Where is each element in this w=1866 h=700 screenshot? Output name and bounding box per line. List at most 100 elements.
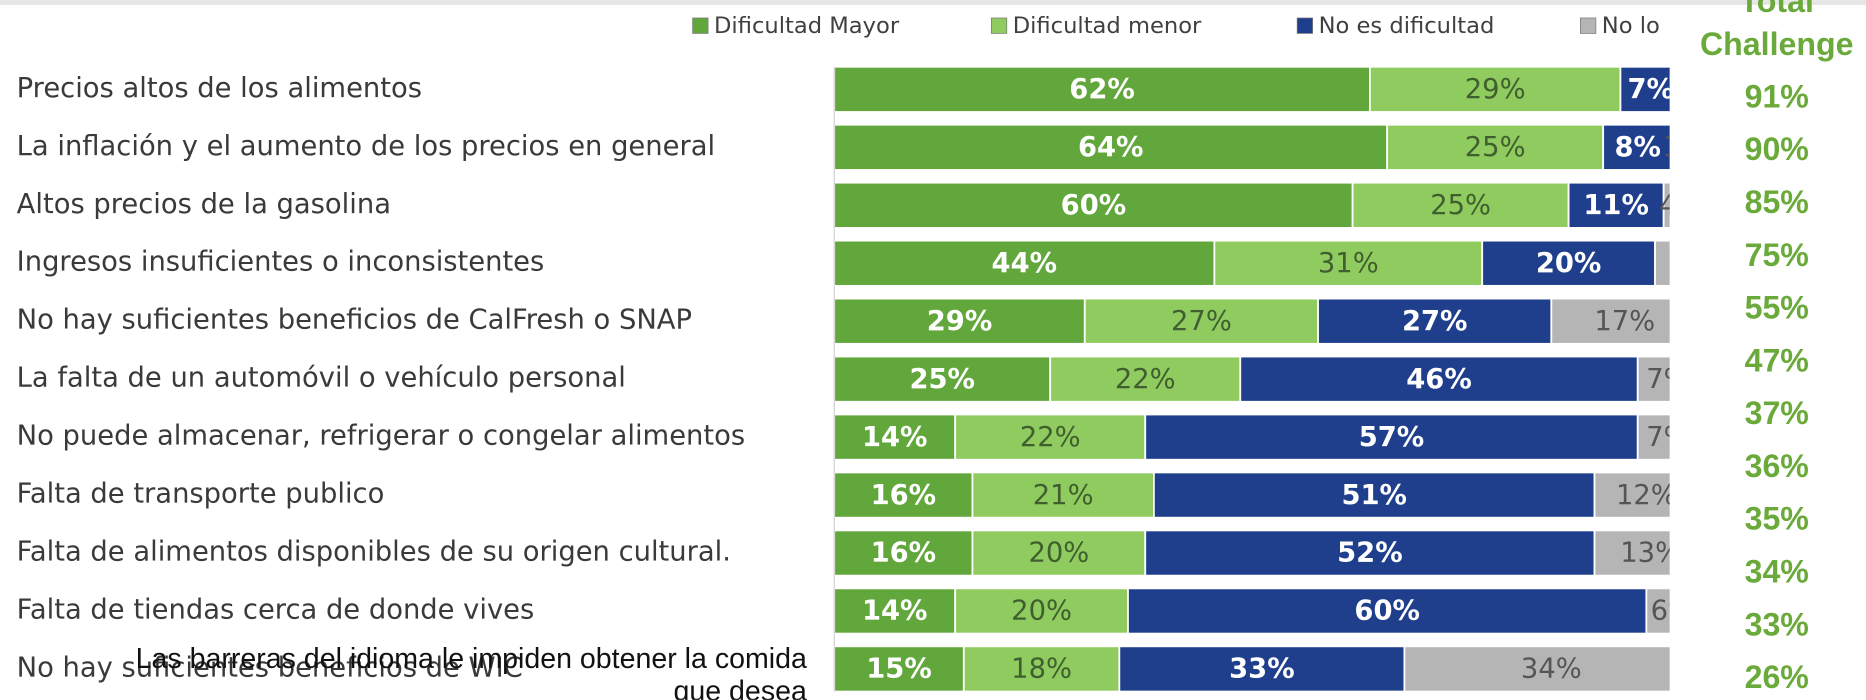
- bar-label: 25%: [1430, 190, 1491, 221]
- bar-segment: [1368, 65, 1622, 113]
- bar-segment: [1481, 239, 1656, 287]
- bar-label: 29%: [927, 306, 993, 337]
- bar-segment: [1153, 471, 1596, 519]
- bar-segment: [1593, 529, 1670, 577]
- total-value: 34%: [1745, 554, 1809, 590]
- bar-segment: [1602, 123, 1670, 171]
- total-value: 37%: [1745, 395, 1809, 431]
- bar-segment: [1239, 355, 1639, 403]
- bar-label: 62%: [1069, 74, 1135, 105]
- bar-label: 7%: [1627, 74, 1673, 105]
- total-value: 91%: [1745, 78, 1809, 114]
- bar-segment: [833, 297, 1086, 345]
- total-value: 35%: [1745, 501, 1809, 537]
- bar-segment: [1118, 645, 1406, 693]
- legend-swatch: [1296, 17, 1313, 34]
- bar-label: 14%: [862, 596, 928, 627]
- bar-segment: [1386, 123, 1605, 171]
- bar-label: 27%: [1171, 306, 1232, 337]
- bar-segment: [1672, 125, 1698, 170]
- bar-label: 20%: [1011, 596, 1072, 627]
- legend-label: No es dificultad: [1319, 13, 1495, 39]
- bar-label: 11%: [1583, 190, 1649, 221]
- bar-label: 46%: [1406, 364, 1472, 395]
- bar-label: 6%: [1651, 596, 1694, 627]
- bar-label: 60%: [1354, 596, 1420, 627]
- bar-label: 7%: [1646, 422, 1689, 453]
- legend-swatch: [1580, 17, 1597, 34]
- category-label: La inflación y el aumento de los precios…: [17, 131, 715, 162]
- category-label: Altos precios de la gasolina: [17, 189, 391, 220]
- bar-label: 13%: [1620, 538, 1681, 569]
- bar-label: 12%: [1616, 480, 1677, 511]
- bar-label: 25%: [1465, 132, 1526, 163]
- bar-label: 25%: [909, 364, 975, 395]
- bar-label: 16%: [871, 480, 937, 511]
- bar-label: 22%: [1020, 422, 1081, 453]
- total-value: 55%: [1745, 290, 1809, 326]
- bar-segment: [833, 239, 1216, 287]
- bar-label: 60%: [1061, 190, 1127, 221]
- bar-segment: [833, 471, 974, 519]
- bar-segment: [1654, 239, 1670, 287]
- bar-segment: [1593, 471, 1670, 519]
- bar-label: 22%: [1115, 364, 1176, 395]
- bar-label: 3%: [1664, 132, 1707, 163]
- bar-segment: [1083, 297, 1319, 345]
- bar-label: 17%: [1594, 306, 1655, 337]
- category-label: No hay suficientes beneficios de WIC: [17, 652, 523, 683]
- bar-segment: [971, 529, 1147, 577]
- bar-segment: [1645, 587, 1670, 635]
- bar-segment: [1681, 67, 1698, 112]
- annotation: Las barreras del idioma le impiden obten…: [136, 643, 807, 675]
- bar-label: 18%: [1011, 654, 1072, 685]
- bar-label: 29%: [1465, 74, 1526, 105]
- legend-label: Dificultad Mayor: [714, 13, 900, 39]
- bar-segment: [1550, 297, 1670, 345]
- totals-title: Total: [1740, 0, 1814, 19]
- bar-segment: [1619, 65, 1670, 113]
- bar-segment: [954, 413, 1147, 461]
- bar-label: 4%: [1659, 190, 1702, 221]
- bar-segment: [1127, 587, 1648, 635]
- legend-label: No lo: [1602, 13, 1660, 39]
- legend-label: Dificultad menor: [1013, 13, 1202, 39]
- bar-label: 31%: [1318, 248, 1379, 279]
- bar-segment: [1567, 181, 1665, 229]
- bar-label: 16%: [871, 538, 937, 569]
- total-value: 26%: [1745, 659, 1809, 695]
- bar-label: 7%: [1646, 364, 1689, 395]
- bar-label: 52%: [1337, 538, 1403, 569]
- total-value: 85%: [1745, 184, 1809, 220]
- category-label: Falta de tiendas cerca de donde vives: [17, 594, 535, 625]
- top-strip: [0, 0, 1866, 5]
- bar-segment: [833, 123, 1389, 171]
- bar-segment: [1636, 413, 1670, 461]
- category-label: No puede almacenar, refrigerar o congela…: [17, 421, 745, 452]
- category-label: Ingresos insuficientes o inconsistentes: [17, 247, 545, 278]
- bar-segment: [1662, 181, 1670, 229]
- bar-segment: [1636, 355, 1670, 403]
- bar-label: 20%: [1028, 538, 1089, 569]
- total-value: 36%: [1745, 448, 1809, 484]
- bar-label: 64%: [1078, 132, 1144, 163]
- total-value: 75%: [1745, 237, 1809, 273]
- bar-label: 8%: [1614, 132, 1660, 163]
- annotation: que desea: [674, 675, 807, 700]
- category-label: La falta de un automóvil o vehículo pers…: [17, 363, 626, 394]
- bar-label: 20%: [1536, 248, 1602, 279]
- total-value: 47%: [1745, 342, 1809, 378]
- bar-segment: [954, 587, 1129, 635]
- legend-swatch: [990, 17, 1008, 34]
- bar-label: 51%: [1341, 480, 1407, 511]
- bar-label: 33%: [1229, 654, 1295, 685]
- category-label: No hay suficientes beneficios de CalFres…: [17, 305, 692, 336]
- bar-segment: [1403, 645, 1670, 693]
- total-value: 33%: [1745, 606, 1809, 642]
- bar-segment: [833, 413, 957, 461]
- bar-segment: [962, 645, 1121, 693]
- bar-label: 27%: [1402, 306, 1468, 337]
- legend-swatch: [692, 17, 709, 34]
